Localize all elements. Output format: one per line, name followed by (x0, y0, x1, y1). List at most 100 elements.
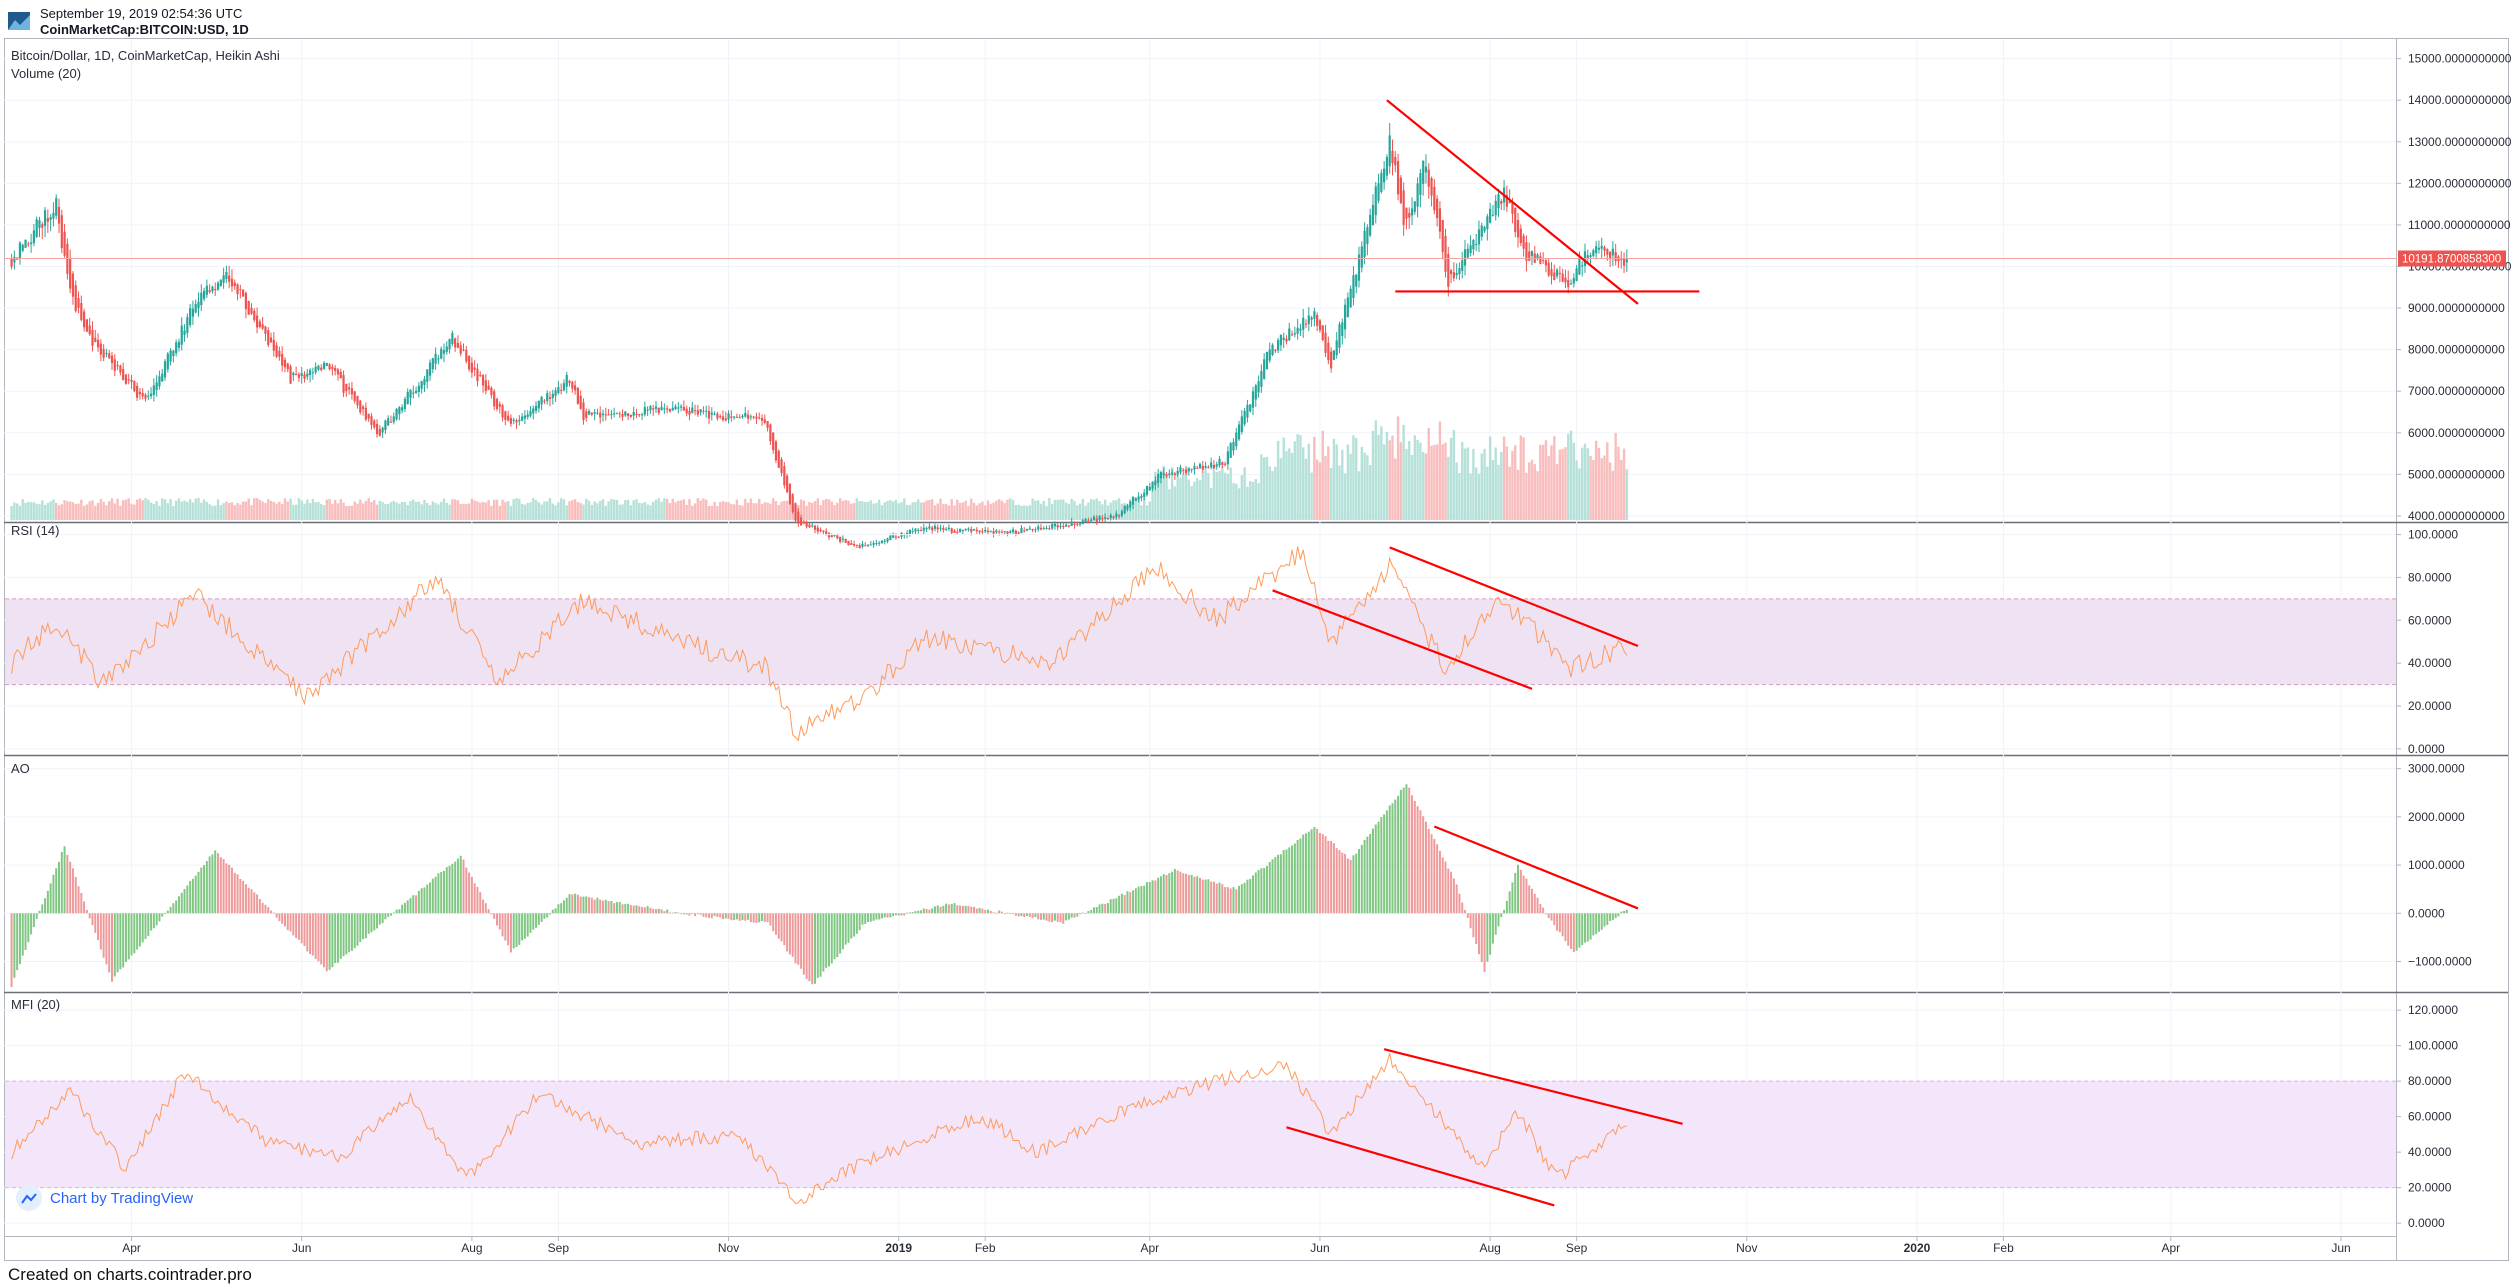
ao-bar (1274, 857, 1277, 914)
ao-bar (395, 909, 398, 914)
ao-bar (420, 888, 423, 914)
volume-bar (225, 501, 228, 520)
ao-bar (699, 913, 702, 915)
ao-bar (1232, 887, 1235, 914)
candle-body (1330, 351, 1333, 369)
ao-bar (1313, 826, 1316, 914)
volume-bar (403, 501, 407, 520)
candle-body (576, 387, 579, 404)
candle-body (63, 231, 66, 256)
volume-bar (174, 500, 178, 520)
candle-body (1614, 252, 1617, 261)
candle-body (1070, 521, 1073, 526)
ao-bar (1374, 824, 1377, 914)
volume-bar (1193, 481, 1196, 520)
ao-bar (66, 854, 69, 914)
volume-bar (1126, 504, 1129, 520)
ao-bar (52, 874, 55, 914)
volume-bar (1511, 450, 1514, 520)
volume-bar (774, 501, 778, 520)
candle-body (1042, 528, 1045, 530)
volume-bar (336, 503, 340, 520)
ao-bar (933, 906, 936, 914)
candle-body (772, 432, 775, 451)
ao-bar (49, 883, 52, 914)
volume-bar (1050, 504, 1054, 520)
candle-body (130, 379, 133, 382)
ao-bar (1408, 787, 1411, 914)
candle-body (423, 378, 426, 385)
candle-body (88, 325, 91, 335)
volume-bar (68, 501, 72, 520)
volume-bar (855, 498, 859, 520)
volume-bar (1036, 500, 1040, 520)
volume-bar (1168, 489, 1171, 520)
ao-bar (504, 913, 507, 941)
x-tick-label: Jun (292, 1241, 311, 1255)
x-tick-label: Aug (1479, 1241, 1500, 1255)
candle-body (518, 419, 521, 422)
volume-bar (41, 500, 44, 520)
candle-body (27, 243, 30, 245)
tradingview-watermark[interactable]: Chart by TradingView (16, 1184, 193, 1212)
ao-bar (367, 913, 370, 934)
candles (10, 122, 1628, 549)
candle-body (788, 483, 792, 505)
ao-bar (602, 900, 604, 914)
ao-bar (211, 854, 214, 914)
volume-bar (38, 504, 41, 520)
candle-body (13, 256, 16, 263)
volume-bar (141, 500, 144, 520)
candle-body (657, 407, 660, 414)
candle-body (1187, 468, 1190, 472)
candle-body (420, 381, 423, 389)
candle-body (442, 350, 446, 354)
volume-bar (897, 503, 900, 520)
volume-bar (121, 500, 125, 520)
ao-bar (836, 913, 839, 958)
candle-body (102, 349, 105, 358)
candle-body (1491, 214, 1495, 216)
volume-bar (1519, 435, 1523, 520)
ao-bar (1542, 907, 1545, 914)
candle-body (526, 414, 529, 418)
ao-bar (945, 903, 948, 914)
volume-bar (1179, 477, 1182, 520)
candle-body (1123, 505, 1126, 514)
candle-body (760, 418, 764, 421)
candle-body (1486, 216, 1489, 230)
volume-bar (470, 498, 474, 520)
ao-bar (1073, 913, 1076, 918)
volume-bar (660, 501, 663, 520)
candle-body (1430, 178, 1433, 196)
candle-body (331, 366, 334, 370)
candle-body (1229, 443, 1232, 458)
volume-bar (1474, 467, 1478, 520)
candle-body (1550, 269, 1553, 276)
candle-body (741, 415, 744, 418)
candle-body (1405, 207, 1408, 219)
ao-histogram (10, 784, 1628, 988)
candle-body (1224, 463, 1227, 465)
volume-bar (80, 499, 83, 520)
volume-bar (55, 502, 58, 520)
volume-bar (1324, 456, 1327, 520)
candle-body (540, 396, 543, 405)
ao-bar (562, 900, 565, 914)
candle-body (208, 290, 211, 293)
ao-bar (1491, 913, 1494, 944)
ao-bar (205, 861, 208, 914)
ao-bar (925, 908, 928, 914)
volume-bar (657, 498, 660, 520)
volume-bar (978, 503, 981, 520)
ao-bar (900, 913, 903, 916)
ao-bar (1263, 868, 1266, 914)
volume-bar (1463, 448, 1467, 520)
ao-bar (1611, 913, 1614, 921)
candle-body (830, 535, 833, 538)
candle-body (596, 412, 599, 414)
candle-body (766, 421, 769, 428)
ao-bar (1132, 890, 1135, 914)
volume-bar (1578, 468, 1581, 520)
